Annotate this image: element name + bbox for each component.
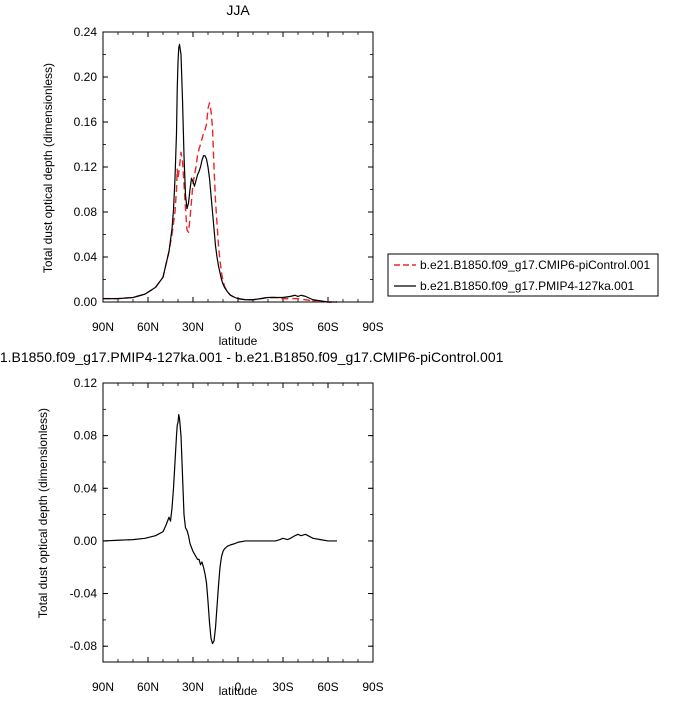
legend: b.e21.B1850.f09_g17.CMIP6-piControl.001 … (387, 253, 659, 297)
legend-label-127ka: b.e21.B1850.f09_g17.PMIP4-127ka.001 (420, 279, 634, 293)
plot-frame (102, 31, 374, 303)
top-panel: JJA 0.00 0.04 0.08 0.12 0.16 0.20 0.24 90N 60N 30… (41, 2, 659, 348)
y-tick-label: 0.24 (74, 25, 98, 39)
x-tick-label: 90N (92, 680, 114, 694)
y-tick-label: 0.04 (74, 481, 98, 495)
x-tick-label: 30S (272, 680, 293, 694)
y-tick-label: 0.20 (74, 70, 98, 84)
y-tick-label: 0.08 (74, 205, 98, 219)
bottom-y-axis-label: Total dust optical depth (dimensionless) (36, 408, 50, 618)
series-line-1-0 (102, 413, 337, 645)
y-tick-label: 0.00 (74, 534, 98, 548)
top-x-axis-label: latitude (219, 334, 258, 348)
x-tick-label: 0 (235, 320, 242, 334)
x-tick-label: 30N (182, 680, 204, 694)
x-tick-label: 90N (92, 320, 114, 334)
x-tick-label: 60S (317, 320, 338, 334)
bottom-panel-title: b.e21.B1850.f09_g17.PMIP4-127ka.001 - b.… (0, 349, 504, 365)
legend-box (387, 253, 659, 297)
x-tick-label: 30S (272, 320, 293, 334)
x-tick-label: 90S (362, 680, 383, 694)
y-tick-label: 0.00 (74, 295, 98, 309)
bottom-panel: b.e21.B1850.f09_g17.PMIP4-127ka.001 - b.… (0, 349, 504, 698)
bottom-plot-area: -0.08 -0.04 0.00 0.04 0.08 0.12 90N 60N 30N 0 30S 6… (70, 376, 384, 694)
plot-frame (102, 382, 374, 663)
x-tick-label: 30N (182, 320, 204, 334)
series-line-0-1 (103, 43, 337, 303)
top-y-axis-label: Total dust optical depth (dimensionless) (41, 63, 55, 273)
top-panel-title: JJA (226, 2, 250, 18)
y-tick-label: 0.16 (74, 115, 98, 129)
y-tick-label: 0.08 (74, 429, 98, 443)
x-tick-label: 90S (362, 320, 383, 334)
x-tick-label: 60N (137, 320, 159, 334)
y-tick-label: -0.08 (70, 639, 98, 653)
x-tick-label: 60S (317, 680, 338, 694)
y-tick-label: 0.12 (74, 376, 98, 390)
x-tick-label: 0 (235, 680, 242, 694)
bottom-x-axis-label: latitude (219, 684, 258, 698)
legend-label-picontrol: b.e21.B1850.f09_g17.CMIP6-piControl.001 (420, 258, 650, 272)
y-tick-label: -0.04 (70, 587, 98, 601)
x-tick-label: 60N (137, 680, 159, 694)
y-tick-label: 0.04 (74, 250, 98, 264)
y-tick-label: 0.12 (74, 160, 98, 174)
top-plot-area: 0.00 0.04 0.08 0.12 0.16 0.20 0.24 90N 60N 30N 0 30… (74, 25, 384, 334)
